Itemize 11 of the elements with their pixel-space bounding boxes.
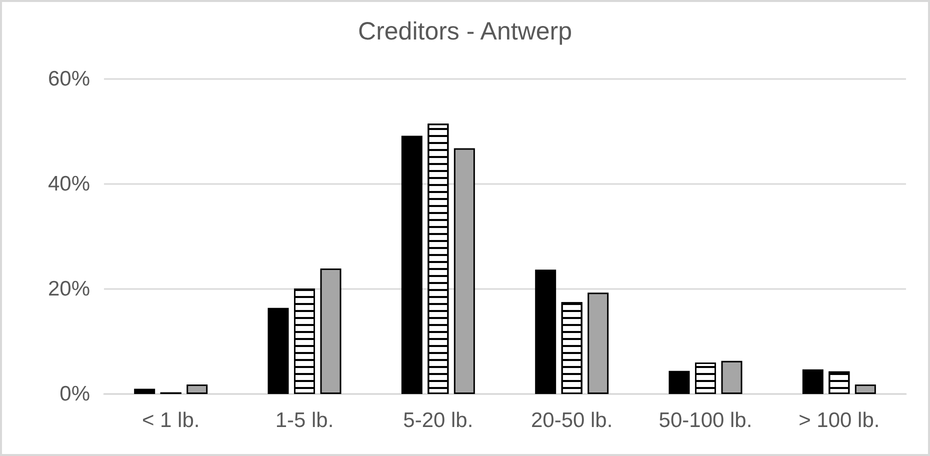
x-tick-label: < 1 lb. (142, 409, 200, 432)
x-tick-label: 20-50 lb. (530, 409, 613, 432)
x-tick-label: 50-100 lb. (658, 409, 752, 432)
x-tick-label: 1-5 lb. (275, 409, 334, 432)
x-tick-label: 5-20 lb. (403, 409, 474, 432)
chart-title: Creditors - Antwerp (358, 18, 572, 46)
y-tick-label: 20% (48, 278, 90, 300)
x-tick-label: > 100 lb. (798, 409, 880, 432)
y-tick-label: 0% (60, 382, 90, 406)
y-tick-label: 60% (48, 68, 90, 90)
y-tick-label: 40% (48, 172, 90, 196)
